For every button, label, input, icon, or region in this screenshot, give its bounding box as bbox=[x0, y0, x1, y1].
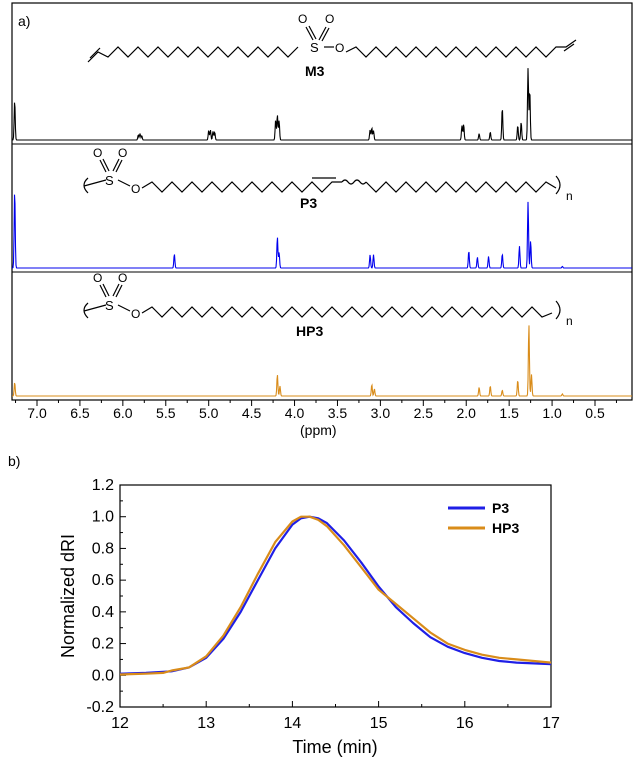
panel-a-label: a) bbox=[18, 13, 30, 29]
m3-s-atom: S bbox=[310, 40, 319, 55]
m3-o-atom-3: O bbox=[335, 41, 344, 55]
hp3-so-2 bbox=[112, 283, 120, 297]
nmr-spectra bbox=[12, 68, 632, 397]
m3-so-bond-1b bbox=[308, 25, 317, 40]
ppm-tick-label: 7.0 bbox=[27, 405, 47, 421]
p3-name: P3 bbox=[300, 195, 317, 211]
ppm-axis: 7.0 6.5 6.0 5.5 5.0 4.5 4.0 3.5 3.0 2.5 2.0 1.5 1.0 0… bbox=[15, 400, 617, 421]
hp3-s-atom: S bbox=[105, 298, 114, 313]
hp3-left-bracket bbox=[83, 302, 89, 319]
gpc-x-tick-label: 14 bbox=[284, 715, 302, 732]
hp3-o-atom-1: O bbox=[93, 271, 102, 285]
ppm-tick-label: 3.5 bbox=[328, 405, 348, 421]
gpc-axes: 12 13 14 15 16 17 -0.2 0.0 0.2 0.4 0.6 0.8 1.0 1.2 bbox=[86, 477, 560, 732]
gpc-y-tick-label: 0.6 bbox=[92, 572, 114, 589]
legend-label-hp3: HP3 bbox=[492, 520, 519, 536]
gpc-x-tick-label: 12 bbox=[111, 715, 129, 732]
m3-o-atom-2: O bbox=[325, 12, 334, 26]
gpc-x-tick-label: 16 bbox=[456, 715, 474, 732]
hp3-structure bbox=[83, 283, 561, 320]
hp3-so-2b bbox=[115, 284, 123, 298]
ppm-tick-label: 2.5 bbox=[414, 405, 434, 421]
hp3-s-o-bond bbox=[117, 304, 131, 312]
m3-so-bond-1 bbox=[305, 26, 314, 41]
p3-wavy-bond bbox=[341, 179, 367, 185]
spectrum-p3 bbox=[12, 194, 632, 269]
p3-left-bond bbox=[83, 179, 107, 187]
ppm-tick-label: 0.5 bbox=[585, 405, 605, 421]
gpc-series-hp3 bbox=[119, 515, 552, 676]
gpc-plot-frame bbox=[119, 484, 552, 708]
ppm-tick-label: 6.5 bbox=[70, 405, 90, 421]
m3-o-atom-1: O bbox=[298, 12, 307, 26]
ppm-tick-label: 3.0 bbox=[371, 405, 391, 421]
ppm-tick-label: 4.0 bbox=[285, 405, 305, 421]
m3-structure bbox=[87, 25, 577, 63]
p3-o-atom-1: O bbox=[93, 146, 102, 160]
m3-right-chain bbox=[345, 39, 577, 58]
panel-a-frame bbox=[11, 2, 633, 401]
gpc-y-tick-label: 0.8 bbox=[92, 540, 114, 557]
gpc-legend: P3 HP3 bbox=[448, 500, 519, 536]
m3-left-chain bbox=[87, 46, 299, 63]
hp3-so-1 bbox=[99, 284, 107, 298]
gpc-series-p3 bbox=[119, 515, 552, 675]
legend-label-p3: P3 bbox=[492, 500, 509, 516]
ppm-tick-label: 5.0 bbox=[199, 405, 219, 421]
p3-chain-left bbox=[141, 181, 342, 193]
ppm-tick-label: 1.0 bbox=[542, 405, 562, 421]
p3-so-2b bbox=[115, 159, 123, 173]
gpc-y-tick-label: -0.2 bbox=[86, 699, 114, 716]
spectrum-hp3 bbox=[12, 325, 632, 397]
panel-b-label: b) bbox=[8, 453, 20, 469]
gpc-y-axis-title: Normalized dRI bbox=[58, 534, 78, 658]
gpc-y-tick-label: 1.0 bbox=[92, 509, 114, 526]
gpc-x-tick-label: 13 bbox=[197, 715, 215, 732]
ppm-tick-label: 5.5 bbox=[156, 405, 176, 421]
p3-chain-right bbox=[365, 181, 557, 193]
ppm-tick-label: 4.5 bbox=[242, 405, 262, 421]
ppm-tick-label: 1.5 bbox=[499, 405, 519, 421]
m3-so-bond-2b bbox=[321, 27, 330, 42]
p3-so-2 bbox=[112, 158, 120, 172]
gpc-lines bbox=[119, 515, 552, 676]
gpc-y-tick-label: 0.2 bbox=[92, 636, 114, 653]
panel-a: a) S O O O M3 bbox=[11, 2, 633, 438]
hp3-chain bbox=[141, 306, 553, 318]
gpc-x-tick-label: 17 bbox=[542, 715, 560, 732]
p3-so-1b bbox=[102, 158, 110, 172]
p3-o-atom-3: O bbox=[131, 182, 140, 196]
ppm-tick-label: 2.0 bbox=[456, 405, 476, 421]
panel-b: b) 12 13 14 15 16 17 -0.2 0.0 0.2 0.4 0.6 0.8 1.0 1.2… bbox=[8, 453, 560, 757]
p3-s-atom: S bbox=[105, 173, 114, 188]
p3-right-bracket bbox=[555, 175, 561, 195]
gpc-y-tick-label: 1.2 bbox=[92, 477, 114, 494]
p3-o-atom-2: O bbox=[118, 146, 127, 160]
ppm-tick-label: 6.0 bbox=[113, 405, 133, 421]
hp3-subscript: n bbox=[566, 314, 573, 328]
m3-name: M3 bbox=[305, 63, 325, 79]
m3-left-double-bond bbox=[89, 47, 101, 59]
hp3-so-1b bbox=[102, 283, 110, 297]
hp3-right-bracket bbox=[555, 300, 561, 320]
spectrum-m3 bbox=[12, 68, 632, 141]
hp3-name: HP3 bbox=[296, 323, 323, 339]
hp3-o-atom-3: O bbox=[131, 307, 140, 321]
ppm-axis-label: (ppm) bbox=[300, 422, 337, 438]
p3-subscript: n bbox=[566, 189, 573, 203]
m3-so-bond-2 bbox=[318, 26, 327, 41]
p3-left-bracket bbox=[83, 177, 89, 194]
p3-so-1 bbox=[99, 159, 107, 173]
gpc-y-tick-label: 0.4 bbox=[92, 604, 114, 621]
hp3-left-bond bbox=[83, 304, 107, 312]
gpc-x-tick-label: 15 bbox=[370, 715, 388, 732]
m3-right-double-bond bbox=[563, 43, 575, 52]
p3-structure bbox=[83, 158, 561, 195]
gpc-y-tick-label: 0.0 bbox=[92, 667, 114, 684]
hp3-o-atom-2: O bbox=[118, 271, 127, 285]
p3-s-o-bond bbox=[117, 179, 131, 187]
gpc-x-axis-title: Time (min) bbox=[292, 737, 377, 757]
